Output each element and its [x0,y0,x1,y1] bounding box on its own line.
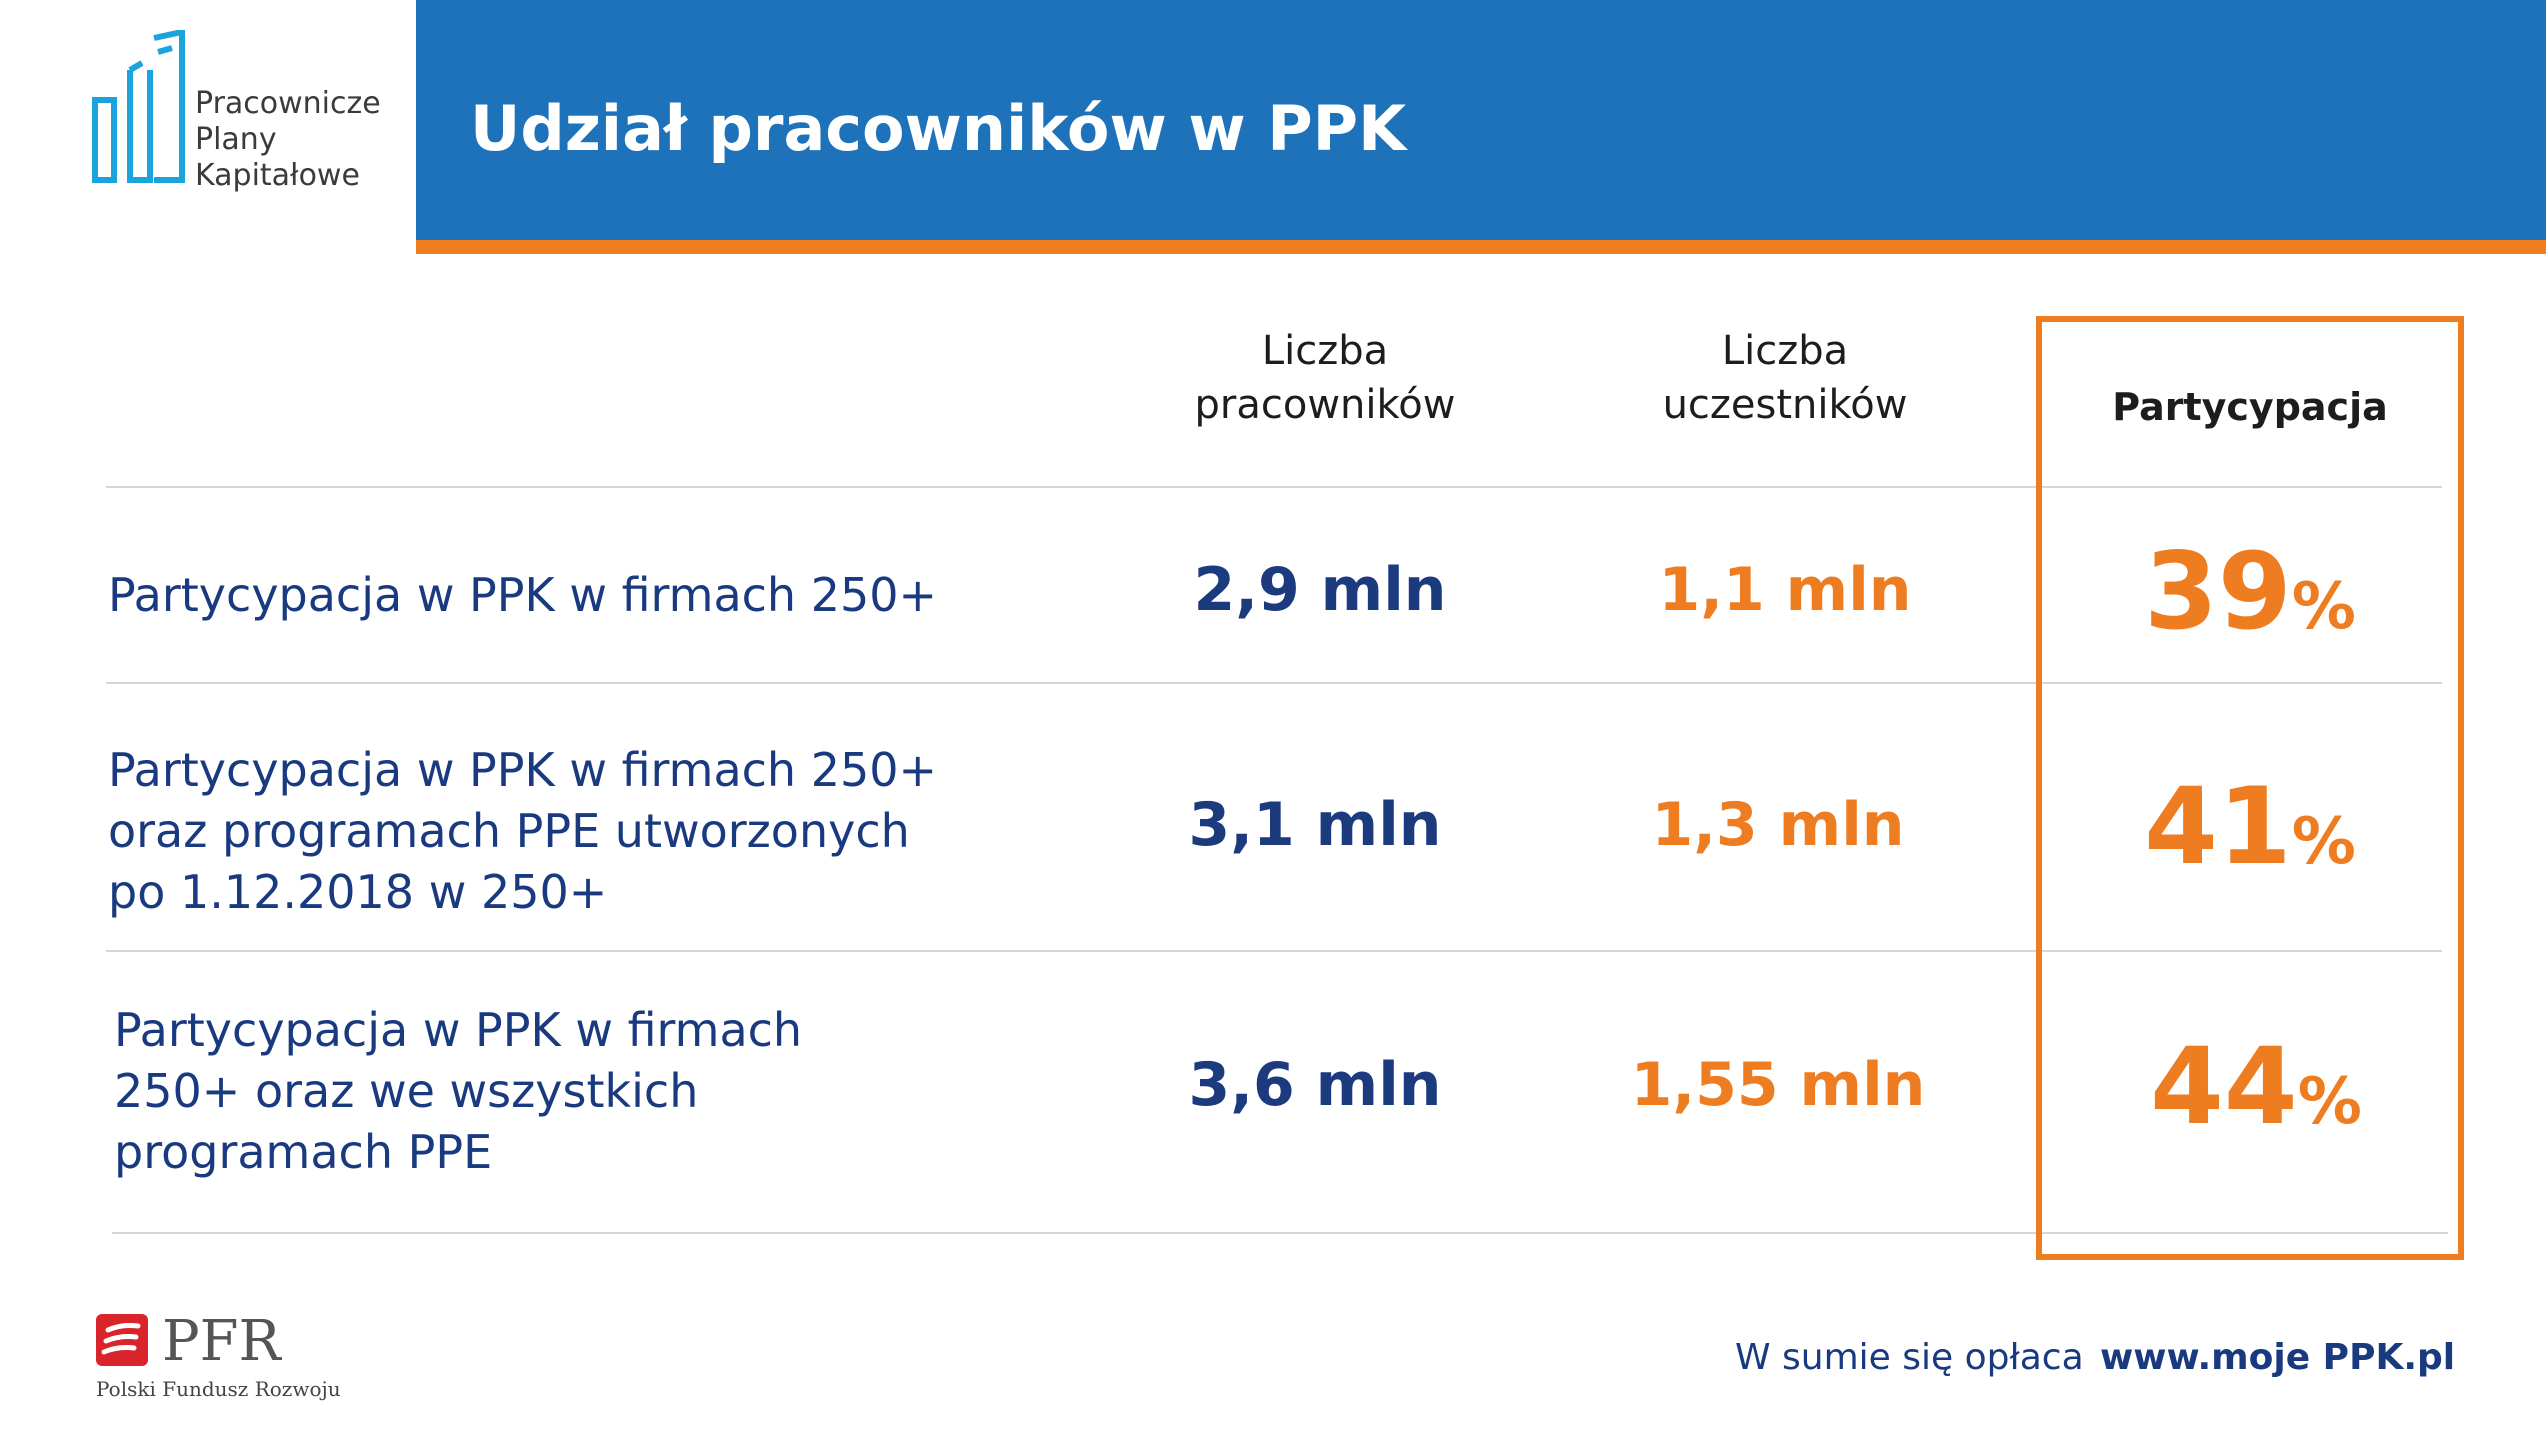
footer-tagline: W sumie się opłaca [1735,1337,2084,1378]
column-header-line: Liczba [1261,328,1389,374]
row-label-line: Partycypacja w PPK w firmach 250+ [108,743,938,797]
header-bar [416,0,2546,240]
participation-value: 39% [2040,530,2460,653]
participants-value: 1,1 mln [1658,555,1912,625]
percent-sign: % [2291,570,2356,644]
column-header-participants: Liczba uczestników [1590,324,1980,432]
ppk-logo-icon [92,30,185,183]
logo-line: Pracownicze [195,86,381,121]
footer-website-link[interactable]: www.moje PPK.pl [2100,1337,2456,1378]
participation-highlight-box [2036,316,2464,1260]
table-divider [106,950,2442,952]
participation-number: 39 [2144,530,2292,653]
row-label-line: oraz programach PPE utworzonych [108,804,910,858]
table-divider [106,682,2442,684]
logo-line: Plany [195,122,277,157]
row-label-line: po 1.12.2018 w 250+ [108,865,608,919]
participants-value: 1,3 mln [1651,790,1905,860]
row-label-line: Partycypacja w PPK w firmach 250+ [108,568,938,622]
column-header-line: pracowników [1194,382,1456,428]
participation-value: 41% [2040,765,2460,888]
column-header-employees: Liczba pracowników [1130,324,1520,432]
header-accent-stripe [416,240,2546,254]
row-label: Partycypacja w PPK w firmach 250+ oraz w… [114,1000,802,1183]
row-label-line: Partycypacja w PPK w firmach [114,1003,803,1057]
column-header-line: uczestników [1662,382,1908,428]
column-header-line: Partycypacja [2112,385,2388,429]
row-label: Partycypacja w PPK w firmach 250+ oraz p… [108,740,937,923]
percent-sign: % [2297,1065,2362,1139]
column-header-line: Liczba [1721,328,1849,374]
employees-value: 3,6 mln [1188,1050,1442,1120]
row-label-line: programach PPE [114,1125,493,1179]
column-header-participation: Partycypacja [2040,380,2460,434]
employees-value: 3,1 mln [1188,790,1442,860]
participation-number: 41 [2144,765,2292,888]
pfr-subtitle: Polski Fundusz Rozwoju [96,1377,341,1401]
logo-line: Kapitałowe [195,158,360,193]
pfr-logo-text: PFR [162,1310,283,1370]
employees-value: 2,9 mln [1193,555,1447,625]
table-divider [106,486,2442,488]
participation-number: 44 [2150,1025,2298,1148]
participants-value: 1,55 mln [1630,1050,1926,1120]
percent-sign: % [2291,805,2356,879]
row-label: Partycypacja w PPK w firmach 250+ [108,565,937,626]
page-title: Udział pracowników w PPK [470,92,1407,165]
participation-value: 44% [2046,1025,2466,1148]
ppk-logo-text: Pracownicze Plany Kapitałowe [195,86,381,194]
table-divider [112,1232,2448,1234]
row-label-line: 250+ oraz we wszystkich [114,1064,699,1118]
pfr-logo: PFR [96,1310,283,1370]
